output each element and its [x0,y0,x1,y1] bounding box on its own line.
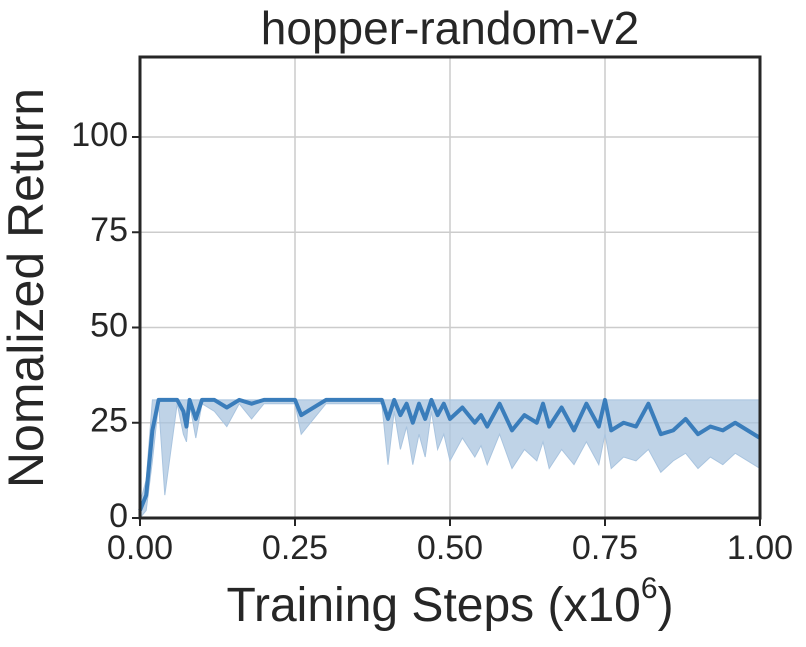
y-tick-label: 100 [71,116,128,154]
x-tick-label: 0.25 [262,529,328,567]
x-label-exponent: 6 [641,572,658,605]
chart-title: hopper-random-v2 [261,2,639,54]
plot-frame [138,55,762,520]
y-axis-label: Nomalized Return [0,88,54,488]
y-tick-label: 75 [90,211,128,249]
x-tick-label: 0.75 [572,529,638,567]
x-tick-label: 0.00 [107,529,173,567]
x-label-text: Training Steps (x10 [226,579,640,632]
y-tick-label: 0 [109,497,128,535]
mean-line [138,397,762,512]
x-tick-label: 0.50 [417,529,483,567]
x-label-suffix: ) [658,579,674,632]
x-axis-label: Training Steps (x106) [226,572,673,632]
y-tick-label: 50 [90,306,128,344]
x-tick-label: 1.00 [727,529,793,567]
y-tick-label: 25 [90,402,128,440]
